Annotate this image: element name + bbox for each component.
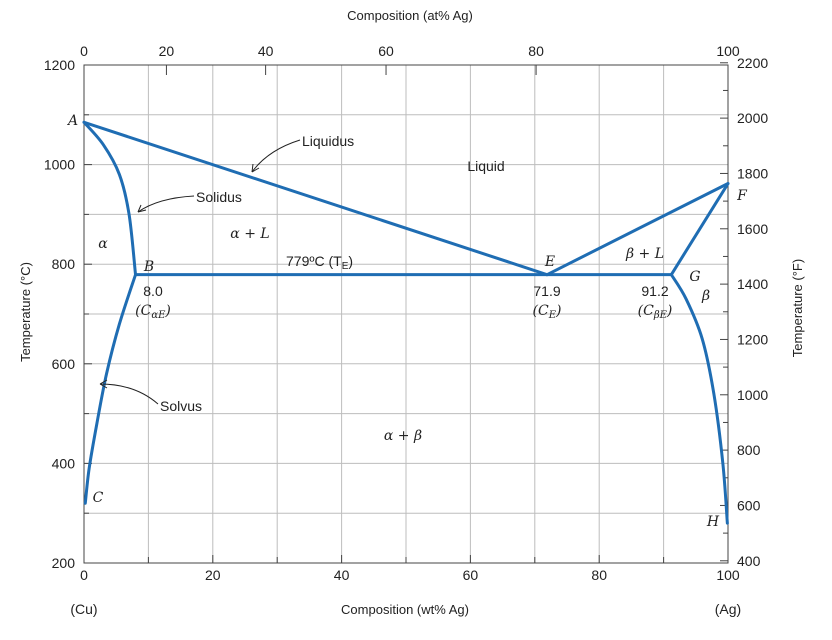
region-liquid: Liquid <box>467 158 504 174</box>
curve-solidus-alpha <box>82 120 138 277</box>
right-tick-label: 1200 <box>737 331 768 347</box>
composition-label-e: 71.9 (CE) <box>533 283 562 321</box>
eutectic-subscript: E <box>342 261 349 272</box>
right-tick-label: 800 <box>737 442 761 458</box>
right-axis-title: Temperature (°F) <box>790 259 805 357</box>
top-tick-label: 60 <box>378 43 394 59</box>
right-tick-label: 2000 <box>737 110 768 126</box>
bottom-tick-label: 60 <box>463 567 479 583</box>
solidus-arrow <box>137 195 195 213</box>
region-beta: β <box>701 288 710 304</box>
eutectic-temperature-label: 779ºC (TE) <box>286 253 353 272</box>
composition-value: 91.2 <box>641 283 668 299</box>
curve-solvus-alpha <box>83 273 138 505</box>
point-c: C <box>93 490 104 506</box>
composition-value: 8.0 <box>143 283 163 299</box>
composition-symbol: (CE) <box>533 303 562 321</box>
right-tick-label: 1400 <box>737 276 768 292</box>
right-tick-label: 600 <box>737 497 761 513</box>
solidus-arrowhead <box>137 204 147 213</box>
curve-solidus-beta <box>669 182 730 277</box>
curve-liquidus-beta <box>545 182 730 277</box>
point-f: F <box>736 188 748 204</box>
solvus-arrow <box>99 383 159 405</box>
top-tick-label: 20 <box>159 43 175 59</box>
point-a: A <box>66 113 78 129</box>
left-axis-title: Temperature (°C) <box>18 262 33 362</box>
left-tick-label: 600 <box>52 356 76 372</box>
composition-label-beta-e: 91.2 (CβE) <box>638 283 673 321</box>
liquidus-arrowhead <box>251 163 260 173</box>
right-tick-label: 1600 <box>737 221 768 237</box>
left-tick-label: 1000 <box>44 157 75 173</box>
bottom-tick-label: 100 <box>716 567 740 583</box>
region-alpha: α <box>98 236 108 252</box>
curve-liquidus-alpha <box>82 120 549 277</box>
region-alpha-plus-liquid: α + L <box>230 226 269 242</box>
bottom-tick-label: 40 <box>334 567 350 583</box>
top-tick-label: 40 <box>258 43 274 59</box>
solvus-arrowhead <box>99 379 108 389</box>
right-tick-label: 1800 <box>737 165 768 181</box>
region-alpha-plus-beta: α + β <box>384 428 422 444</box>
composition-value: 71.9 <box>533 283 560 299</box>
top-axis-title: Composition (at% Ag) <box>347 8 473 23</box>
point-g: G <box>689 269 700 285</box>
left-tick-label: 1200 <box>44 57 75 73</box>
composition-symbol: (CαE) <box>135 303 171 321</box>
solidus-label: Solidus <box>196 189 242 205</box>
right-tick-label: 2200 <box>737 55 768 71</box>
top-tick-label: 80 <box>528 43 544 59</box>
liquidus-label: Liquidus <box>302 133 354 149</box>
phase-boundaries <box>82 120 730 525</box>
left-tick-label: 400 <box>52 455 76 471</box>
region-beta-plus-liquid: β + L <box>625 246 664 262</box>
point-b: B <box>143 259 154 275</box>
bottom-tick-label: 80 <box>591 567 607 583</box>
composition-symbol: (CβE) <box>638 303 673 321</box>
point-h: H <box>706 514 720 530</box>
cu-end-label: (Cu) <box>70 601 97 617</box>
right-tick-label: 1000 <box>737 387 768 403</box>
bottom-axis-title: Composition (wt% Ag) <box>341 602 469 617</box>
top-tick-label: 100 <box>716 43 740 59</box>
curve-solvus-beta <box>669 273 729 525</box>
left-tick-label: 200 <box>52 555 76 571</box>
axis-ticks: 0 20 40 60 80 1000 20 40 60 80 1002004006008001000… <box>44 43 769 583</box>
gridlines <box>84 65 728 563</box>
solvus-label: Solvus <box>160 398 202 414</box>
ag-end-label: (Ag) <box>715 601 741 617</box>
point-e: E <box>544 254 555 270</box>
bottom-tick-label: 0 <box>80 567 88 583</box>
left-tick-label: 800 <box>52 256 76 272</box>
liquidus-arrow <box>251 139 301 173</box>
composition-label-alpha-e: 8.0 (CαE) <box>135 283 171 321</box>
bottom-tick-label: 20 <box>205 567 221 583</box>
right-tick-label: 400 <box>737 553 761 569</box>
top-tick-label: 0 <box>80 43 88 59</box>
